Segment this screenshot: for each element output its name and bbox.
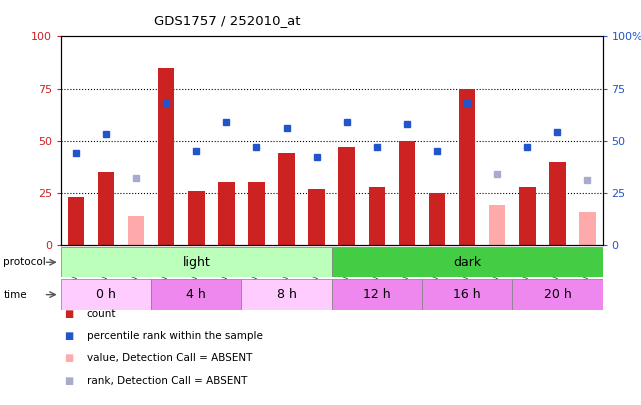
Text: 4 h: 4 h — [187, 288, 206, 301]
Text: dark: dark — [453, 256, 481, 269]
Text: percentile rank within the sample: percentile rank within the sample — [87, 331, 262, 341]
Bar — [248, 182, 265, 245]
Text: 20 h: 20 h — [544, 288, 571, 301]
Bar — [308, 189, 325, 245]
Bar — [61, 247, 332, 277]
Bar — [158, 68, 174, 245]
Bar — [128, 216, 144, 245]
Bar — [218, 182, 235, 245]
Text: value, Detection Call = ABSENT: value, Detection Call = ABSENT — [87, 354, 252, 363]
Bar — [242, 279, 332, 310]
Text: ■: ■ — [64, 331, 73, 341]
Bar — [579, 212, 595, 245]
Text: time: time — [3, 290, 27, 300]
Bar — [422, 279, 512, 310]
Text: light: light — [183, 256, 210, 269]
Bar — [429, 193, 445, 245]
Text: 12 h: 12 h — [363, 288, 390, 301]
Text: 0 h: 0 h — [96, 288, 116, 301]
Bar — [519, 187, 536, 245]
Bar — [459, 89, 476, 245]
Text: ■: ■ — [64, 354, 73, 363]
Text: GDS1757 / 252010_at: GDS1757 / 252010_at — [154, 14, 301, 27]
Bar — [332, 279, 422, 310]
Bar — [278, 153, 295, 245]
Bar — [512, 279, 603, 310]
Bar — [98, 172, 114, 245]
Text: ■: ■ — [64, 309, 73, 319]
Bar — [61, 279, 151, 310]
Bar — [549, 162, 565, 245]
Text: rank, Detection Call = ABSENT: rank, Detection Call = ABSENT — [87, 376, 247, 386]
Bar — [68, 197, 84, 245]
Text: ■: ■ — [64, 376, 73, 386]
Text: 8 h: 8 h — [277, 288, 297, 301]
Text: count: count — [87, 309, 116, 319]
Text: protocol: protocol — [3, 257, 46, 267]
Bar — [332, 247, 603, 277]
Bar — [399, 141, 415, 245]
Bar — [369, 187, 385, 245]
Text: 16 h: 16 h — [453, 288, 481, 301]
Bar — [489, 205, 506, 245]
Bar — [188, 191, 204, 245]
Bar — [151, 279, 242, 310]
Bar — [338, 147, 355, 245]
